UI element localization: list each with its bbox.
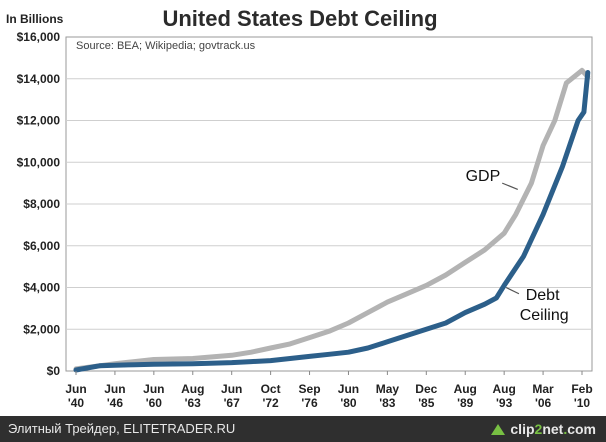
x-tick-label: Jun '60	[143, 382, 164, 410]
y-axis-label: In Billions	[6, 12, 64, 26]
x-tick-label: Jun '67	[221, 382, 242, 410]
x-tick-label: Mar '06	[532, 382, 554, 410]
gdp-series-line	[73, 67, 591, 372]
debt-ceiling-annotation-pointer	[505, 286, 520, 295]
debt-ceiling-series-line	[73, 70, 591, 373]
y-tick-label: $2,000	[23, 322, 60, 336]
chart-subtitle: Source: BEA; Wikipedia; govtrack.us	[76, 40, 256, 52]
footer-bar: Элитный Трейдер, ELITETRADER.RU clip2net…	[0, 416, 606, 442]
y-tick-label: $0	[47, 364, 61, 378]
gdp-annotation-pointer	[501, 182, 519, 190]
debt-ceiling-annotation-label: Debt Ceiling	[520, 287, 569, 324]
y-tick-label: $4,000	[23, 281, 60, 295]
chart-title: United States Debt Ceiling	[162, 6, 437, 31]
footer-credit: Элитный Трейдер, ELITETRADER.RU	[8, 421, 236, 436]
x-tick-label: Sep '76	[299, 382, 321, 410]
y-tick-label: $8,000	[23, 197, 60, 211]
y-tick-label: $6,000	[23, 239, 60, 253]
x-tick-label: Feb '10	[571, 382, 592, 410]
x-tick-label: Oct '72	[261, 382, 281, 410]
x-tick-label: May '83	[376, 382, 400, 410]
x-tick-label: Dec '85	[415, 382, 437, 410]
upload-arrow-icon	[491, 424, 506, 435]
gdp-annotation-label: GDP	[466, 168, 501, 185]
x-tick-label: Aug '89	[454, 382, 477, 410]
x-tick-label: Jun '40	[65, 382, 86, 410]
x-tick-label: Aug '63	[181, 382, 204, 410]
x-tick-label: Aug '93	[492, 382, 515, 410]
x-tick-label: Jun '80	[338, 382, 359, 410]
y-tick-label: $16,000	[17, 30, 61, 44]
y-tick-label: $12,000	[17, 114, 61, 128]
y-tick-label: $14,000	[17, 72, 61, 86]
clip2net-logo[interactable]: clip2net.com	[491, 416, 596, 442]
y-tick-label: $10,000	[17, 155, 61, 169]
x-tick-label: Jun '46	[104, 382, 125, 410]
line-chart: $0 $2,000 $4,000 $6,000 $8,000 $10,000 $12,000…	[6, 6, 593, 410]
